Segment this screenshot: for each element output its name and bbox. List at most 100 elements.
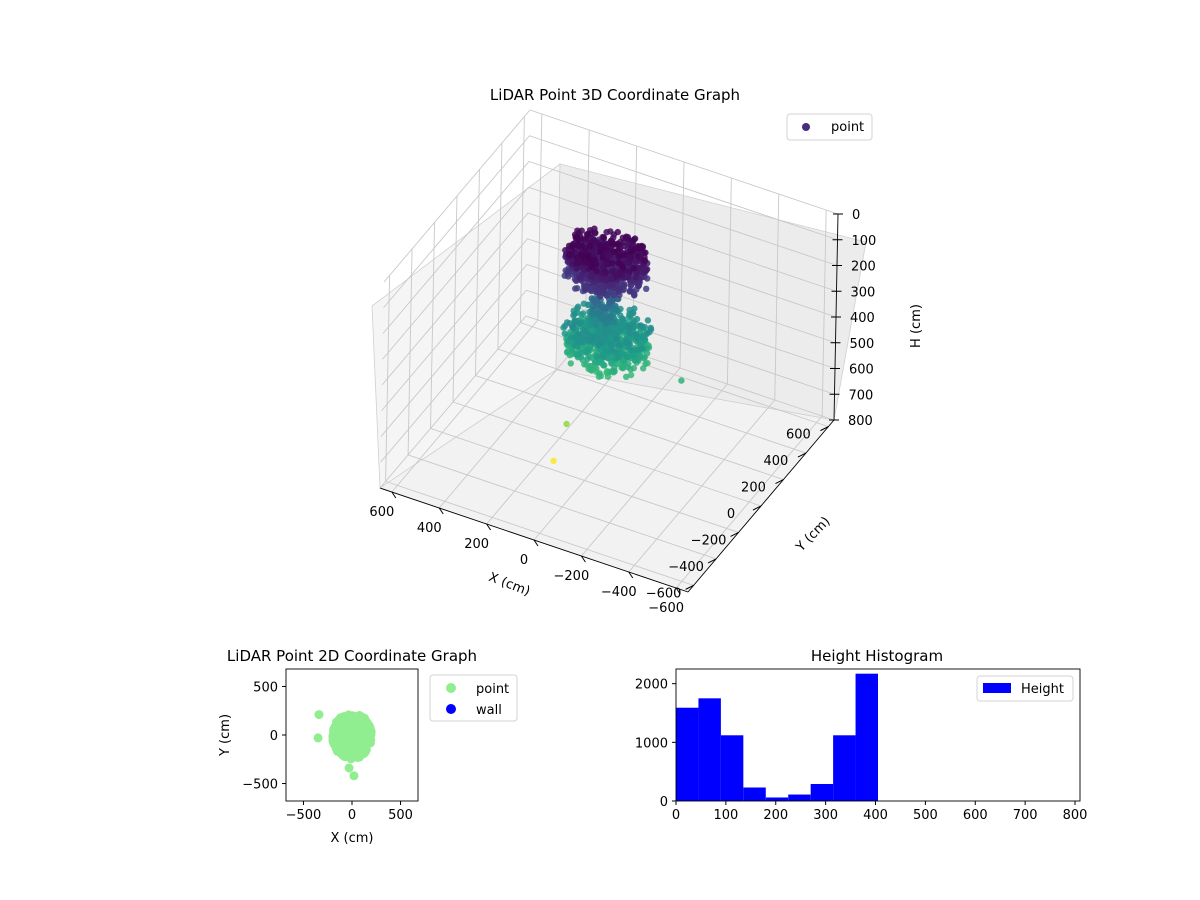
data-point-3d <box>627 312 634 319</box>
data-point-3d <box>625 274 632 281</box>
histogram-bar <box>855 673 878 801</box>
data-point-3d <box>612 302 619 310</box>
grid-line <box>379 315 835 489</box>
x-axis-label-3d: X (cm) <box>486 570 532 599</box>
data-point-3d <box>614 228 621 236</box>
data-point-3d <box>573 265 581 272</box>
grid-line <box>382 186 837 360</box>
data-point-3d <box>640 334 647 341</box>
data-point-3d <box>597 310 604 317</box>
data-point-3d <box>577 274 584 281</box>
y-tick-3d <box>820 426 829 432</box>
data-point-3d <box>581 236 588 243</box>
data-point-2d <box>355 714 365 724</box>
data-point-3d <box>640 269 648 276</box>
y-tick-label-2d: 500 <box>253 680 278 695</box>
data-point-3d <box>583 348 590 356</box>
data-point-3d <box>610 248 618 256</box>
grid-line <box>486 351 633 525</box>
legend-histogram-swatch <box>983 683 1011 693</box>
data-point-3d <box>612 348 619 355</box>
data-point-3d <box>567 360 574 367</box>
data-point-3d <box>605 282 613 289</box>
y-tick-label-3d: 600 <box>786 428 811 443</box>
grid-line <box>475 375 784 480</box>
data-point-3d <box>613 273 620 280</box>
y-tick-3d <box>775 479 784 484</box>
data-point-3d <box>627 249 634 256</box>
data-point-3d <box>619 364 627 371</box>
grid-line <box>380 263 836 437</box>
data-point-3d <box>615 288 622 295</box>
grid-line <box>382 160 838 334</box>
data-point-3d <box>561 322 569 330</box>
grid-line <box>497 348 807 454</box>
data-point-3d <box>601 304 609 311</box>
data-point-3d <box>605 348 612 356</box>
data-point-3d <box>610 291 617 299</box>
h-tick-label-3d: 500 <box>850 337 875 352</box>
grid-line <box>391 319 539 493</box>
data-point-3d <box>574 259 582 267</box>
legend-histogram-label: Height <box>1021 682 1064 697</box>
data-point-3d <box>623 339 630 346</box>
data-point-3d <box>623 373 630 380</box>
x-tick-3d <box>533 539 539 547</box>
histogram-x-tick-label: 800 <box>1063 808 1088 823</box>
x-tick-3d <box>486 523 492 531</box>
data-point-3d <box>583 231 591 238</box>
data-point-3d <box>615 259 622 266</box>
histogram-x-tick-label: 0 <box>672 808 680 823</box>
data-point-2d <box>341 738 351 748</box>
h-tick-label-3d: 200 <box>851 260 876 275</box>
data-point-3d <box>632 274 639 281</box>
y-tick-label-3d: −200 <box>691 533 727 548</box>
y-tick-label-3d: −600 <box>646 586 682 601</box>
histogram-ticks: 0 100 200 300 400 500 600 700 800 0 1000 2000 <box>635 678 1088 823</box>
data-point-3d <box>678 377 685 384</box>
y-tick-label-3d: −400 <box>668 560 704 575</box>
data-point-2d <box>361 745 370 755</box>
data-point-2d <box>314 710 324 720</box>
x-tick-label-3d: −200 <box>554 569 590 584</box>
grid-line <box>380 289 835 463</box>
x-tick-label-3d: 0 <box>520 553 528 568</box>
x-tick-3d <box>628 571 634 579</box>
histogram-x-tick-label: 700 <box>1013 808 1038 823</box>
data-point-3d <box>572 333 579 341</box>
h-axis-label-3d: H (cm) <box>909 304 924 348</box>
x-tick-label-3d: −600 <box>648 601 684 616</box>
data-point-3d <box>609 260 616 267</box>
data-point-3d <box>591 332 599 339</box>
data-point-3d <box>593 267 600 274</box>
data-point-3d <box>634 346 642 354</box>
data-point-3d <box>582 259 590 266</box>
data-point-3d <box>581 327 588 334</box>
data-point-3d <box>596 276 603 283</box>
histogram-x-tick-label: 100 <box>713 808 738 823</box>
data-point-3d <box>596 370 603 377</box>
data-point-3d <box>646 329 653 336</box>
y-axis-label-2d: Y (cm) <box>218 714 233 757</box>
y-tick-label-3d: 0 <box>727 507 735 522</box>
h-tick-label-3d: 700 <box>849 388 874 403</box>
data-point-3d <box>641 257 649 264</box>
histogram-title: Height Histogram <box>811 647 943 665</box>
data-point-3d <box>599 253 606 261</box>
data-point-3d <box>626 288 633 295</box>
histogram-y-tick-label: 1000 <box>635 736 668 751</box>
histogram-x-tick-label: 600 <box>963 808 988 823</box>
data-point-3d <box>574 343 581 350</box>
h-tick-label-3d: 800 <box>848 414 873 429</box>
legend-2d-point-label: point <box>476 682 509 697</box>
grid-line <box>381 238 836 412</box>
data-point-3d <box>590 298 597 306</box>
data-point-3d <box>562 247 569 254</box>
data-point-3d <box>588 263 595 271</box>
y-tick-label-3d: 400 <box>764 454 789 469</box>
data-point-3d <box>613 241 620 248</box>
data-point-3d <box>626 324 634 332</box>
data-point-3d <box>625 260 632 267</box>
data-point-3d <box>600 362 607 369</box>
